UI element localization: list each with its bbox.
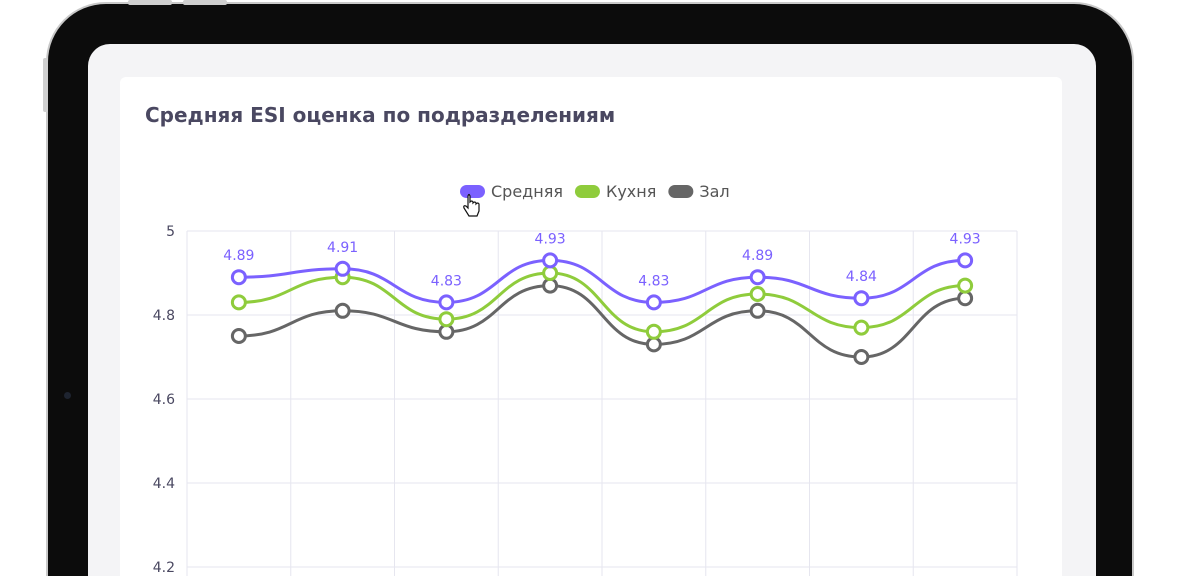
data-label: 4.83	[638, 273, 669, 289]
data-point	[749, 269, 766, 286]
screen: Средняя ESI оценка по подразделениям	[88, 44, 1096, 576]
data-point	[438, 323, 455, 340]
legend-item-Зал[interactable]: Зал	[699, 182, 729, 201]
data-label: 4.89	[223, 248, 254, 264]
data-point	[542, 265, 559, 281]
data-point	[645, 294, 662, 311]
chart-title: Средняя ESI оценка по подразделениям	[145, 103, 616, 127]
data-label: 4.84	[846, 269, 877, 285]
series-line-Средняя	[238, 258, 966, 304]
data-point	[853, 290, 870, 307]
chart-card: Средняя ESI оценка по подразделениям	[120, 77, 1062, 576]
tablet-button	[128, 0, 172, 5]
y-tick-label: 4.6	[153, 392, 175, 408]
data-point	[645, 323, 662, 340]
legend-swatch	[460, 185, 485, 198]
tablet-button	[183, 0, 227, 5]
data-point	[334, 260, 351, 277]
tablet-button	[43, 58, 48, 112]
data-label: 4.93	[535, 231, 566, 247]
data-point	[438, 294, 455, 311]
data-point	[230, 294, 247, 311]
data-point	[957, 252, 974, 269]
legend-swatch	[668, 185, 694, 198]
data-point	[853, 319, 870, 336]
data-point	[230, 328, 247, 344]
data-point	[438, 311, 455, 328]
data-point	[230, 269, 247, 286]
y-tick-label: 5	[166, 224, 175, 240]
y-tick-label: 4.8	[153, 308, 175, 324]
data-point	[542, 277, 559, 294]
camera	[64, 392, 71, 399]
legend-swatch	[574, 185, 600, 198]
data-point	[749, 286, 766, 302]
y-tick-label: 4.4	[153, 476, 175, 492]
data-point	[749, 302, 766, 319]
hand-cursor-icon	[463, 193, 480, 217]
series-line-Зал	[238, 284, 966, 359]
data-point	[542, 252, 559, 269]
data-point	[334, 302, 351, 319]
data-point	[957, 290, 974, 307]
series-line-Кухня	[238, 271, 966, 334]
data-point	[645, 336, 662, 353]
data-label: 4.91	[327, 240, 358, 256]
data-point	[957, 277, 974, 294]
data-label: 4.89	[742, 248, 773, 264]
y-tick-label: 4.2	[153, 560, 175, 576]
legend-item-Средняя[interactable]: Средняя	[491, 182, 563, 201]
data-label: 4.93	[950, 231, 981, 247]
data-label: 4.83	[431, 273, 462, 289]
data-point	[853, 349, 870, 365]
legend-item-Кухня[interactable]: Кухня	[606, 182, 656, 201]
